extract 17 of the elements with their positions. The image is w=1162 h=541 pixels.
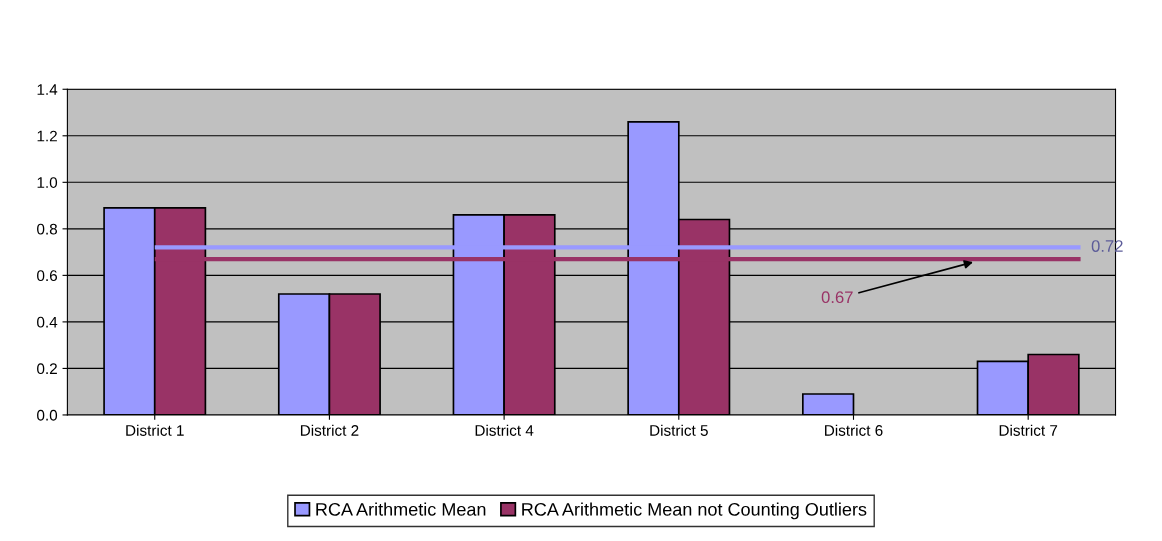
y-tick-label: 1.2: [37, 130, 57, 142]
x-tick-label: District 2: [300, 424, 359, 436]
y-tick-label: 1.0: [37, 177, 58, 188]
x-tick-label: District 6: [825, 424, 883, 436]
x-tick-label: District 1: [126, 424, 184, 436]
x-tick-label: District 5: [650, 424, 708, 436]
ref-line-label: 0.67: [821, 291, 853, 304]
legend-label: RCA Arithmetic Mean: [316, 502, 486, 516]
y-tick-label: 1.4: [37, 84, 58, 95]
y-tick-label: 0.0: [37, 409, 58, 421]
legend-label: RCA Arithmetic Mean not Counting Outliers: [522, 502, 867, 520]
y-tick-label: 0.4: [37, 316, 58, 328]
y-tick-label: 0.8: [37, 223, 58, 235]
x-tick-label: District 4: [475, 424, 534, 436]
y-tick-label: 0.2: [37, 363, 57, 375]
y-tick-label: 0.6: [37, 270, 57, 282]
x-tick-label: District 7: [999, 424, 1058, 436]
